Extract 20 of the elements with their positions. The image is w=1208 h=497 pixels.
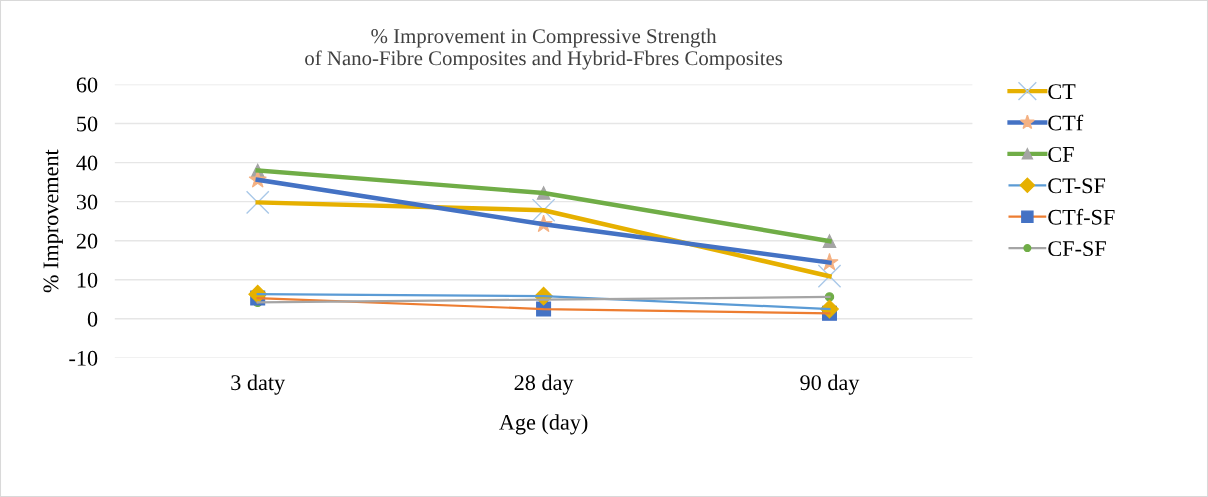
chart-title: % Improvement in Compressive Strength of Nano-Fibre Composites and Hybrid-Fbres Composites [305,28,783,70]
legend-label: CF [1048,146,1074,162]
y-tick-label: 60 [76,77,98,93]
legend-label: CTf [1048,114,1084,131]
legend-label: CT [1048,84,1076,100]
y-tick-label: 30 [76,194,98,210]
y-tick-label: -10 [69,350,98,366]
legend-label: CF-SF [1048,241,1106,257]
y-tick-label: 50 [77,116,98,132]
x-axis-title: Age (day) [499,414,588,435]
legend-label: CT-SF [1048,178,1106,194]
y-tick-label: 40 [76,155,98,171]
x-tick-label: 28 day [514,374,574,395]
y-axis-title: % Improvement [43,149,63,293]
y-tick-label: 20 [76,233,98,249]
y-tick-label: 0 [87,311,98,327]
legend-label: CTf-SF [1048,208,1115,225]
y-tick-label: 10 [77,272,98,288]
x-tick-label: 90 day [800,374,860,395]
x-tick-label: 3 daty [231,374,286,395]
